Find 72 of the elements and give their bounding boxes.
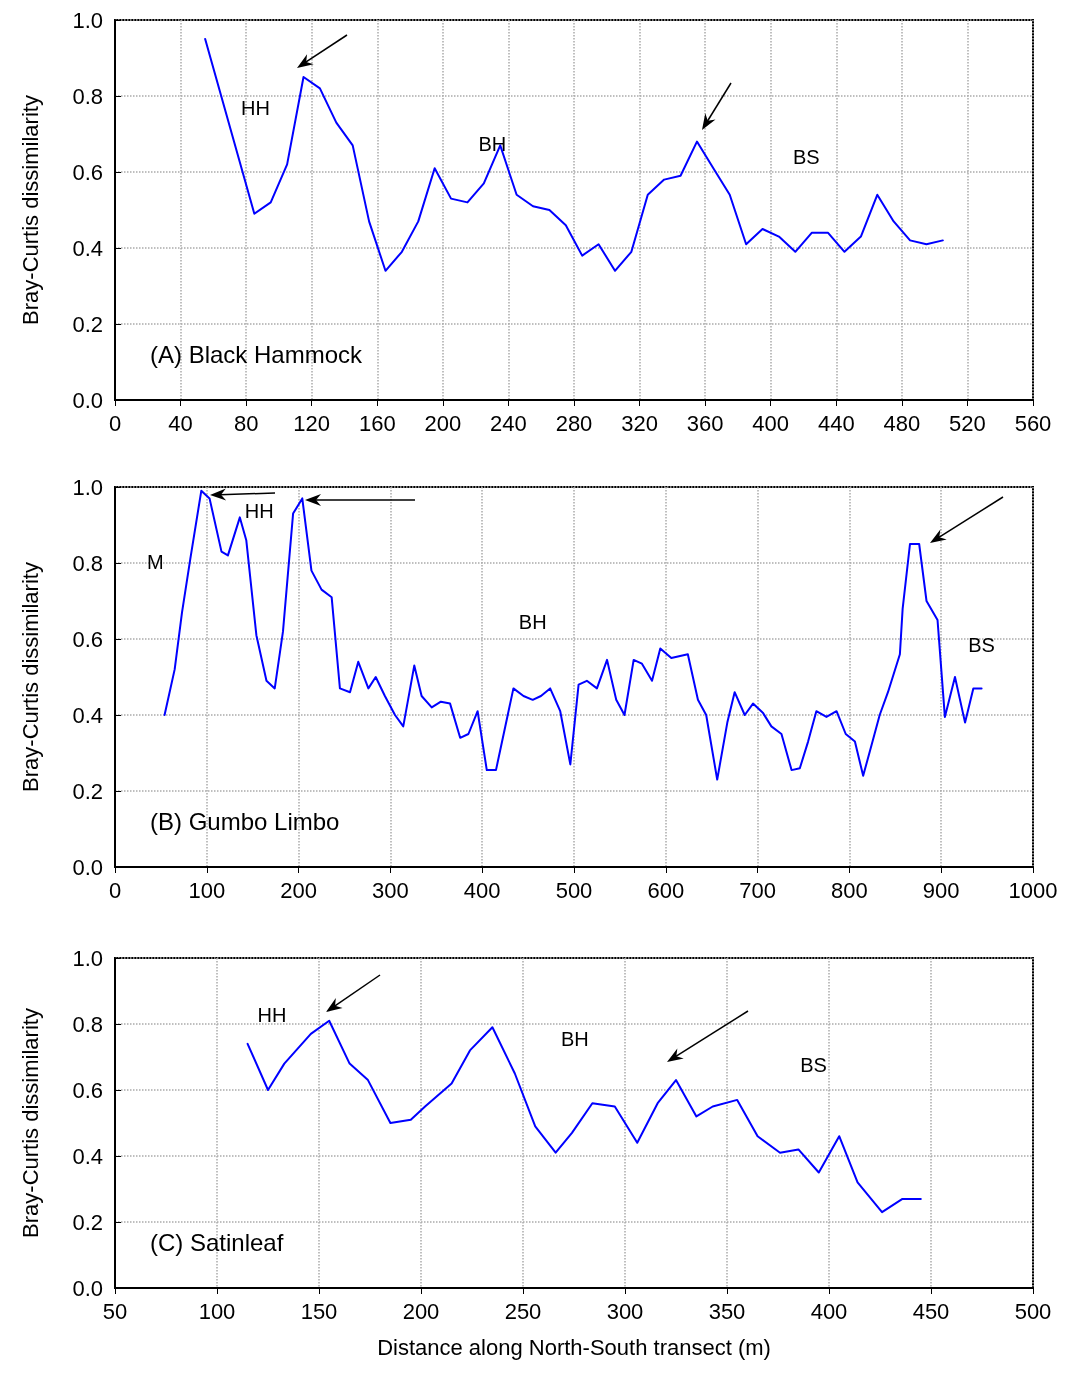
x-tick-label: 40 xyxy=(168,410,193,436)
x-tick-label: 100 xyxy=(188,877,226,903)
x-tick-label: 360 xyxy=(686,410,724,436)
x-tick-label: 200 xyxy=(424,410,462,436)
x-tick-label: 700 xyxy=(739,877,776,903)
x-tick-label: 0 xyxy=(108,877,122,903)
y-tick-label: 0.6 xyxy=(72,1077,103,1103)
x-tick-label: 400 xyxy=(810,1298,848,1324)
y-tick-label: 0.2 xyxy=(72,311,103,337)
x-tick-label: 480 xyxy=(883,410,921,436)
line-series xyxy=(204,38,944,272)
annotation: BS xyxy=(968,634,995,657)
y-axis-title: Bray-Curtis dissimilarity xyxy=(17,95,43,325)
y-tick-label: 0.8 xyxy=(72,550,103,576)
x-tick-label: 800 xyxy=(831,877,868,903)
y-tick-label: 0.2 xyxy=(72,1209,103,1235)
x-tick-label: 250 xyxy=(504,1298,542,1324)
x-tick-label: 200 xyxy=(402,1298,440,1324)
x-tick-label: 440 xyxy=(817,410,855,436)
x-tick-label: 150 xyxy=(300,1298,338,1324)
y-tick-label: 0.0 xyxy=(72,387,103,413)
annotation: BH xyxy=(561,1027,589,1050)
x-tick-label: 80 xyxy=(233,410,259,436)
x-tick-label: 1000 xyxy=(1008,877,1058,903)
y-tick-label: 1.0 xyxy=(72,474,103,500)
x-tick-label: 500 xyxy=(1014,1298,1052,1324)
text: (A) Black Hammock xyxy=(150,340,364,368)
x-axis-title: Distance along North-South transect (m) xyxy=(377,1334,771,1360)
y-tick-label: 1.0 xyxy=(72,7,103,33)
x-tick-label: 200 xyxy=(280,877,317,903)
y-axis-title: Bray-Curtis dissimilarity xyxy=(17,562,43,792)
y-tick-label: 1.0 xyxy=(72,945,103,971)
x-tick-label: 560 xyxy=(1014,410,1052,436)
x-tick-label: 520 xyxy=(949,410,986,436)
annotation: BS xyxy=(792,146,820,169)
y-tick-label: 0.4 xyxy=(72,235,103,261)
y-tick-label: 0.2 xyxy=(72,778,103,804)
annotation: HH xyxy=(244,499,274,522)
y-tick-label: 0.6 xyxy=(72,159,103,185)
x-tick-label: 450 xyxy=(912,1298,950,1324)
annotation: HH xyxy=(257,1004,287,1027)
text: (C) Satinleaf xyxy=(150,1228,284,1256)
x-tick-label: 320 xyxy=(621,410,658,436)
x-tick-label: 400 xyxy=(463,877,501,903)
x-tick-label: 900 xyxy=(922,877,960,903)
annotation: M xyxy=(147,550,164,573)
x-tick-label: 300 xyxy=(372,877,409,903)
x-tick-label: 160 xyxy=(358,410,396,436)
x-tick-label: 500 xyxy=(555,877,593,903)
y-tick-label: 0.0 xyxy=(72,854,103,880)
x-tick-label: 280 xyxy=(555,410,593,436)
y-tick-label: 0.0 xyxy=(72,1275,103,1301)
x-tick-label: 240 xyxy=(490,410,527,436)
x-tick-label: 600 xyxy=(647,877,685,903)
x-tick-label: 100 xyxy=(198,1298,236,1324)
y-tick-label: 0.8 xyxy=(72,83,103,109)
y-tick-label: 0.4 xyxy=(72,702,103,728)
annotation: BH xyxy=(518,610,547,633)
text: (B) Gumbo Limbo xyxy=(150,807,340,835)
x-tick-label: 120 xyxy=(293,410,331,436)
x-tick-label: 0 xyxy=(108,410,122,436)
y-tick-label: 0.4 xyxy=(72,1143,103,1169)
x-tick-label: 350 xyxy=(708,1298,746,1324)
annotation: BS xyxy=(800,1053,827,1076)
annotation: HH xyxy=(241,97,270,120)
y-axis-title: Bray-Curtis dissimilarity xyxy=(17,1008,43,1238)
x-tick-label: 300 xyxy=(606,1298,644,1324)
annotation: BH xyxy=(478,132,507,155)
x-tick-label: 400 xyxy=(752,410,790,436)
x-tick-label: 50 xyxy=(102,1298,128,1324)
y-tick-label: 0.8 xyxy=(72,1011,103,1037)
y-tick-label: 0.6 xyxy=(72,626,103,652)
